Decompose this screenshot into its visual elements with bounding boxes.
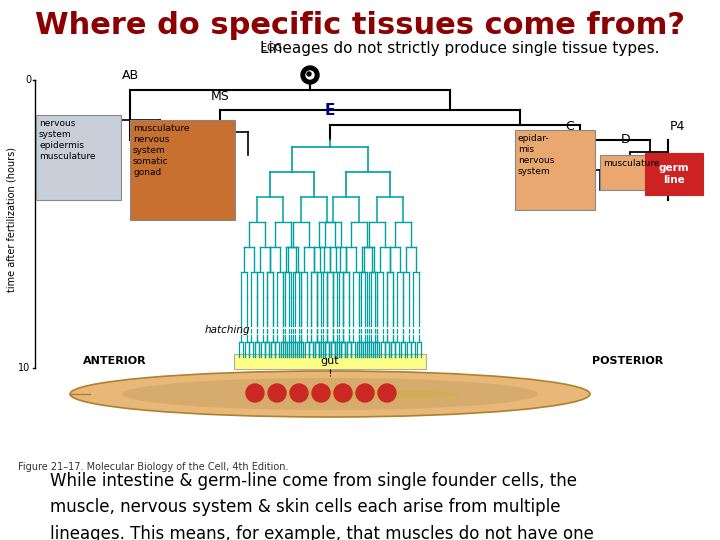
Text: time after fertilization (hours): time after fertilization (hours) xyxy=(7,147,17,293)
Text: nervous
system
epidermis
musculature: nervous system epidermis musculature xyxy=(39,119,96,161)
Text: germ
line: germ line xyxy=(659,163,689,185)
Text: D: D xyxy=(621,133,631,146)
Ellipse shape xyxy=(122,378,538,410)
Bar xyxy=(234,354,426,369)
Circle shape xyxy=(307,72,311,76)
Circle shape xyxy=(356,384,374,402)
Text: ANTERIOR: ANTERIOR xyxy=(84,356,147,367)
Text: AB: AB xyxy=(122,69,138,82)
Text: Figure 21–17. Molecular Biology of the Cell, 4th Edition.: Figure 21–17. Molecular Biology of the C… xyxy=(18,462,289,472)
FancyBboxPatch shape xyxy=(645,153,703,195)
Text: 10: 10 xyxy=(18,363,30,373)
Text: hatching: hatching xyxy=(205,325,251,335)
Circle shape xyxy=(334,384,352,402)
Text: MS: MS xyxy=(211,90,230,103)
Text: epidar-
mis
nervous
system: epidar- mis nervous system xyxy=(518,134,554,176)
Ellipse shape xyxy=(70,371,590,417)
Text: P4: P4 xyxy=(670,120,685,133)
Text: musculature: musculature xyxy=(603,159,660,168)
Ellipse shape xyxy=(260,390,460,398)
Circle shape xyxy=(268,384,286,402)
FancyBboxPatch shape xyxy=(36,115,121,200)
Text: Lineages do not strictly produce single tissue types.: Lineages do not strictly produce single … xyxy=(260,40,660,56)
Text: gut: gut xyxy=(320,356,339,367)
FancyBboxPatch shape xyxy=(515,130,595,210)
Circle shape xyxy=(290,384,308,402)
FancyBboxPatch shape xyxy=(600,155,675,190)
Text: musculature
nervous
system
somatic
gonad: musculature nervous system somatic gonad xyxy=(133,124,189,178)
Text: 0: 0 xyxy=(26,75,32,85)
Text: C: C xyxy=(566,120,575,133)
Circle shape xyxy=(312,384,330,402)
Circle shape xyxy=(378,384,396,402)
Text: While intestine & germ-line come from single founder cells, the
muscle, nervous : While intestine & germ-line come from si… xyxy=(50,472,594,540)
Text: POSTERIOR: POSTERIOR xyxy=(593,356,664,367)
FancyBboxPatch shape xyxy=(130,120,235,220)
Text: E: E xyxy=(325,103,336,118)
Text: EGG: EGG xyxy=(261,43,282,53)
Circle shape xyxy=(301,66,319,84)
Circle shape xyxy=(306,71,314,79)
Text: Where do specific tissues come from?: Where do specific tissues come from? xyxy=(35,10,685,39)
Circle shape xyxy=(246,384,264,402)
